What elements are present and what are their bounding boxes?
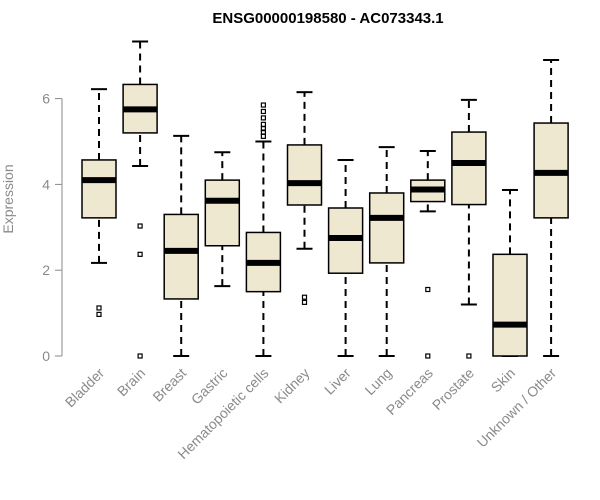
x-tick-label-10: Skin: [488, 365, 519, 396]
outlier-5-1: [301, 299, 308, 305]
x-tick-label-1: Brain: [114, 365, 148, 399]
x-tick-label-5: Kidney: [271, 365, 313, 407]
outlier-4-0: [260, 102, 266, 108]
outlier-4-1: [260, 108, 266, 115]
x-tick-label-6: Liver: [321, 365, 354, 398]
box-11: [533, 58, 569, 357]
x-tick-label-7: Lung: [361, 365, 394, 398]
boxes-group: [81, 40, 569, 359]
outlier-1-2: [137, 353, 143, 359]
outlier-1-1: [137, 251, 143, 257]
y-tick-label-3: 6: [42, 91, 50, 107]
outlier-8-0: [425, 286, 431, 293]
x-tick-label-0: Bladder: [62, 365, 108, 411]
outlier-4-3: [260, 121, 266, 127]
iqr-box-7: [368, 192, 405, 264]
iqr-box-10: [492, 253, 528, 357]
box-5: [286, 91, 323, 305]
outlier-8-1: [425, 353, 431, 359]
outlier-4-2: [260, 115, 266, 121]
box-9: [451, 98, 487, 359]
box-6: [327, 158, 364, 357]
iqr-box-2: [163, 213, 199, 300]
box-4: [245, 102, 282, 357]
box-2: [163, 134, 199, 357]
box-3: [204, 151, 241, 288]
iqr-box-0: [81, 159, 117, 219]
y-tick-label-2: 4: [42, 176, 50, 192]
outlier-9-0: [466, 353, 472, 359]
chart-title: ENSG00000198580 - AC073343.1: [212, 10, 443, 27]
iqr-box-5: [286, 144, 323, 206]
outlier-1-0: [137, 223, 143, 229]
outlier-5-0: [301, 294, 308, 300]
box-7: [368, 146, 405, 357]
y-tick-label-1: 2: [42, 262, 50, 278]
outlier-0-0: [96, 305, 102, 311]
y-axis-label: Expression: [0, 164, 16, 233]
y-tick-label-0: 0: [42, 348, 50, 364]
outlier-0-1: [96, 311, 102, 317]
y-axis: 0 2 4 6: [42, 91, 63, 364]
x-tick-label-2: Breast: [149, 365, 189, 405]
iqr-box-9: [451, 131, 487, 206]
box-10: [492, 188, 528, 357]
box-0: [81, 88, 117, 317]
iqr-box-3: [204, 179, 241, 247]
x-tick-label-9: Prostate: [429, 365, 477, 413]
box-8: [410, 149, 446, 359]
outlier-4-6: [260, 133, 266, 139]
box-1: [122, 40, 158, 359]
